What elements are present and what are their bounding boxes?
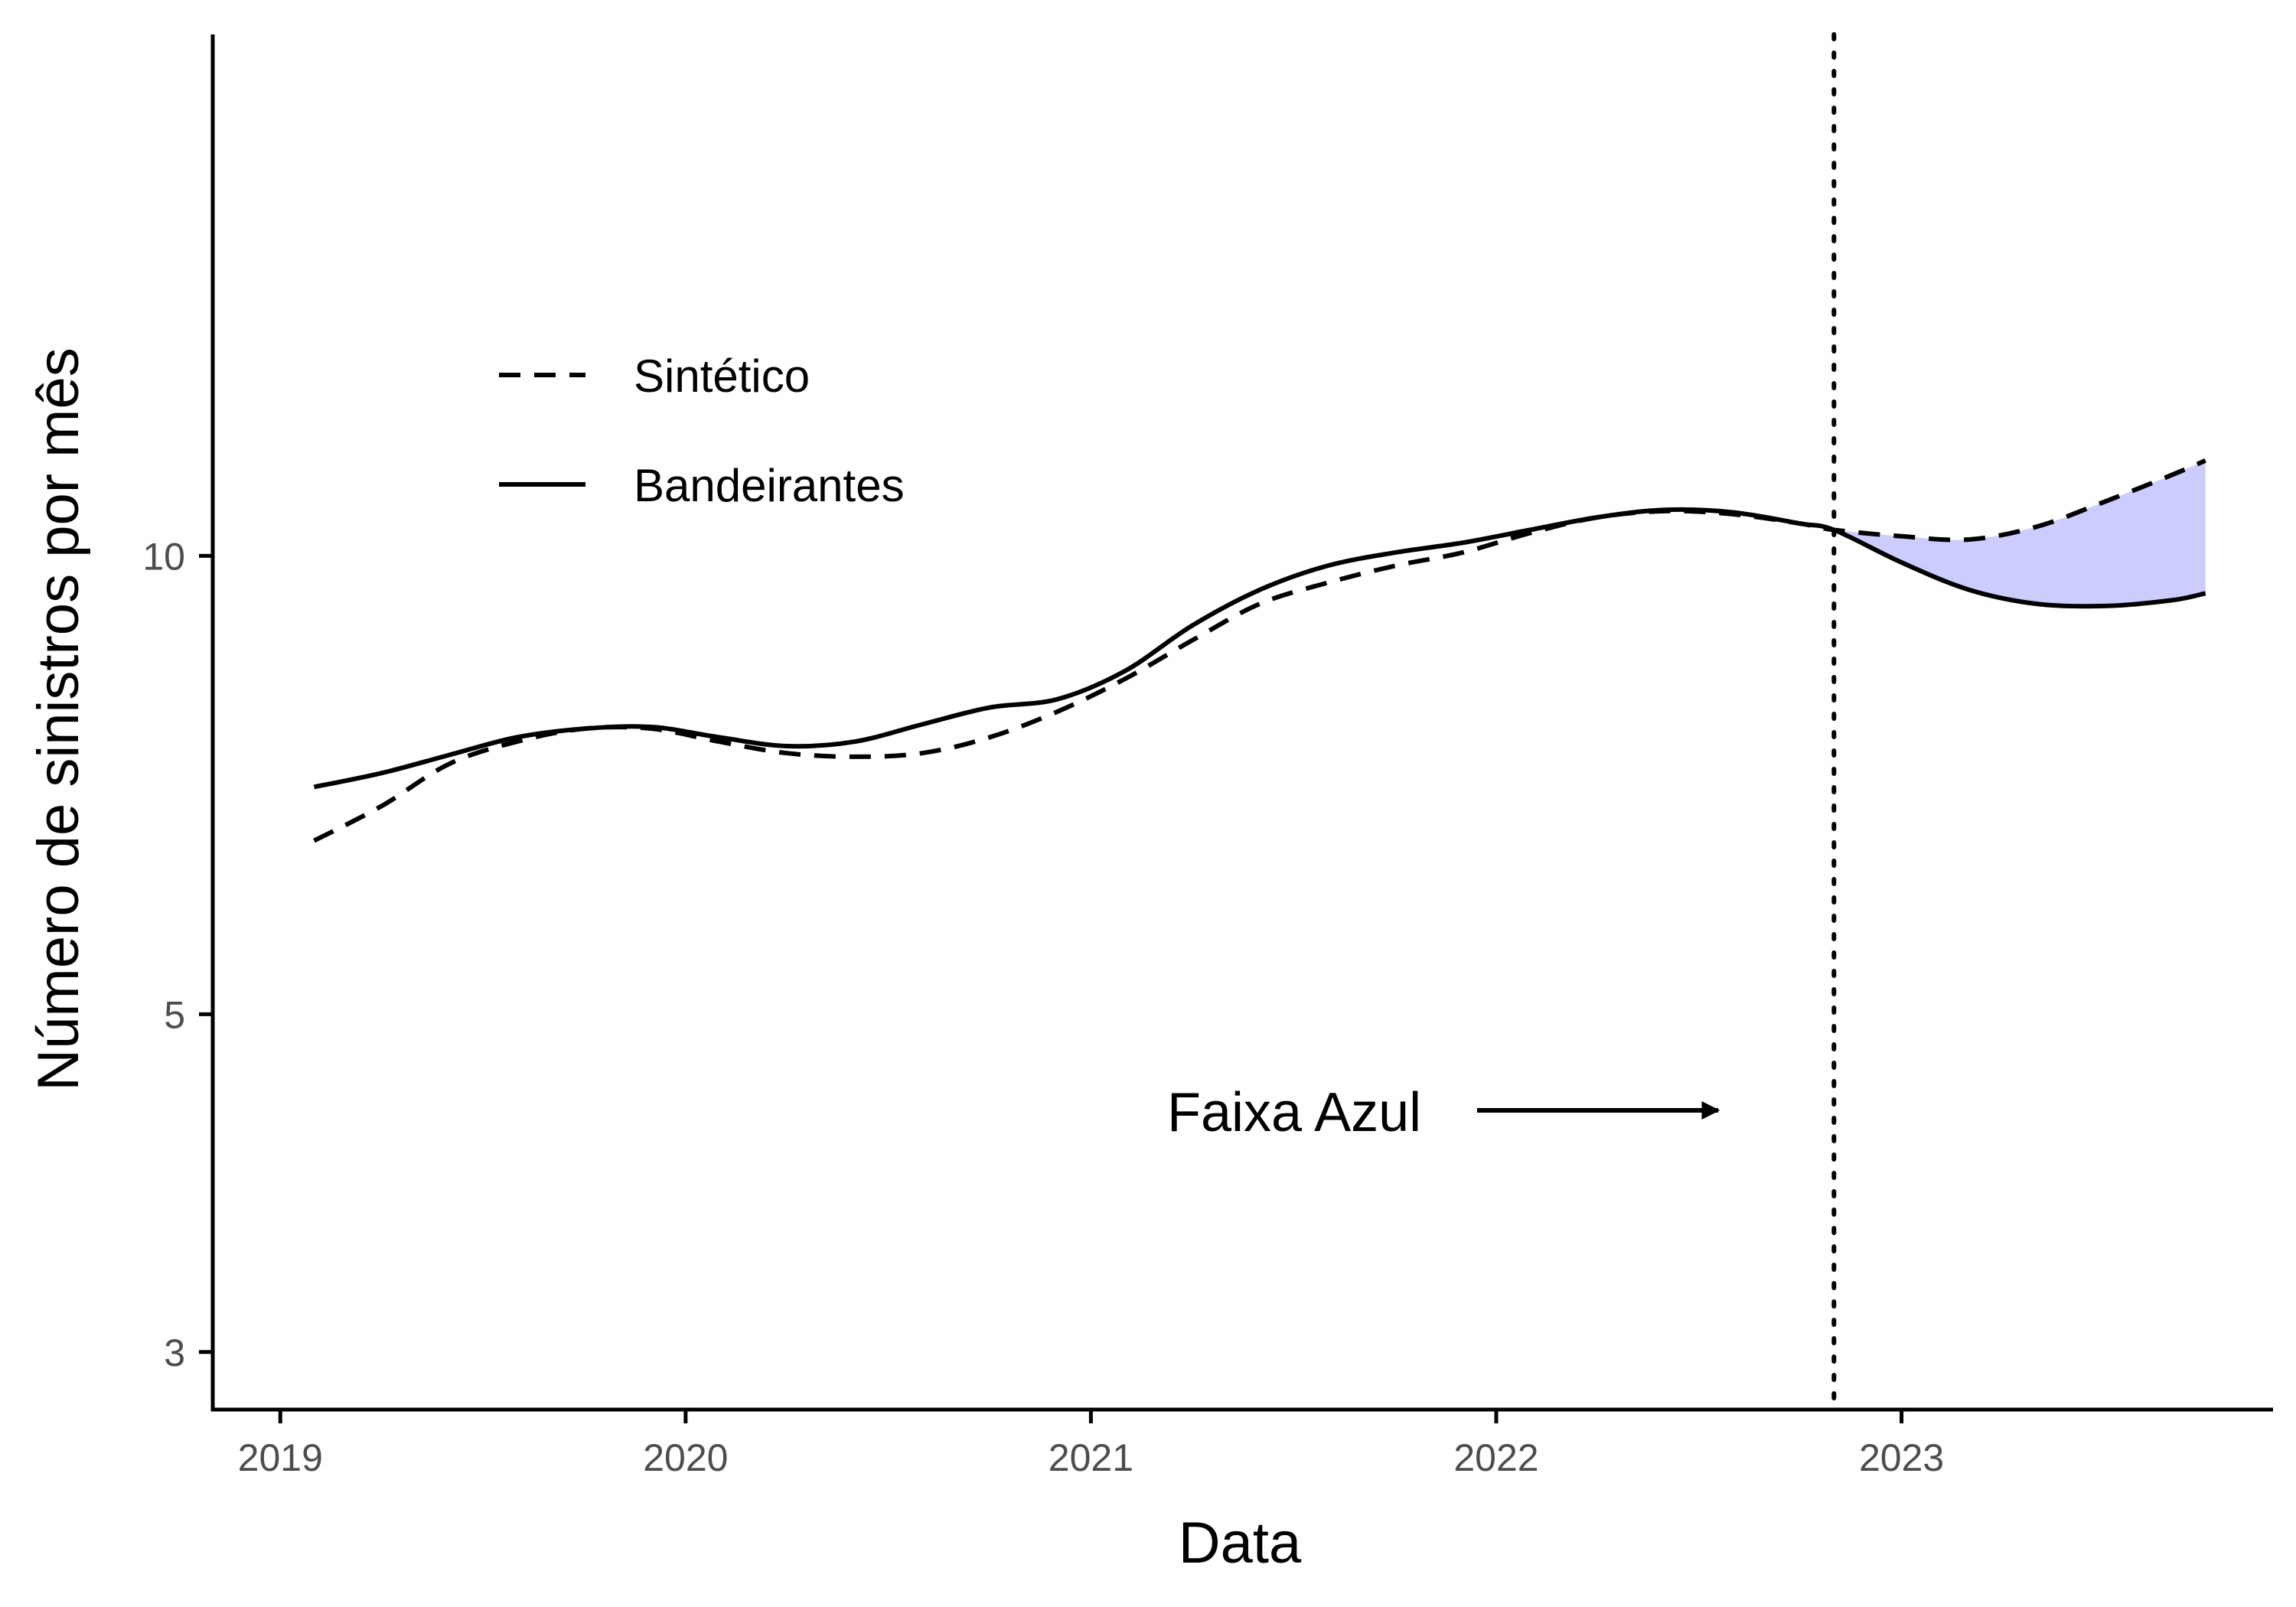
x-tick-label: 2020 (643, 1436, 728, 1479)
legend-label-sintetico: Sintético (634, 350, 810, 402)
y-tick-label: 10 (142, 535, 185, 578)
legend: Sintético Bandeirantes (499, 350, 905, 511)
x-tick-label: 2023 (1859, 1436, 1944, 1479)
x-tick-label: 2022 (1453, 1436, 1538, 1479)
legend-label-bandeirantes: Bandeirantes (634, 460, 905, 511)
y-axis-title: Número de sinistros por mês (26, 347, 91, 1090)
series-line-bandeirantes (313, 507, 2206, 790)
series-line-sintetico (313, 458, 2206, 843)
x-tick-label: 2019 (238, 1436, 323, 1479)
y-tick-label: 5 (164, 993, 185, 1036)
x-axis-title: Data (1179, 1511, 1302, 1576)
y-tick-label: 3 (164, 1332, 185, 1374)
intervention-annotation-label: Faixa Azul (1167, 1082, 1421, 1143)
x-ticks: 2019 2020 2021 2022 2023 (238, 1410, 1944, 1479)
y-ticks: 3 5 10 (142, 535, 213, 1374)
x-tick-label: 2021 (1049, 1436, 1133, 1479)
